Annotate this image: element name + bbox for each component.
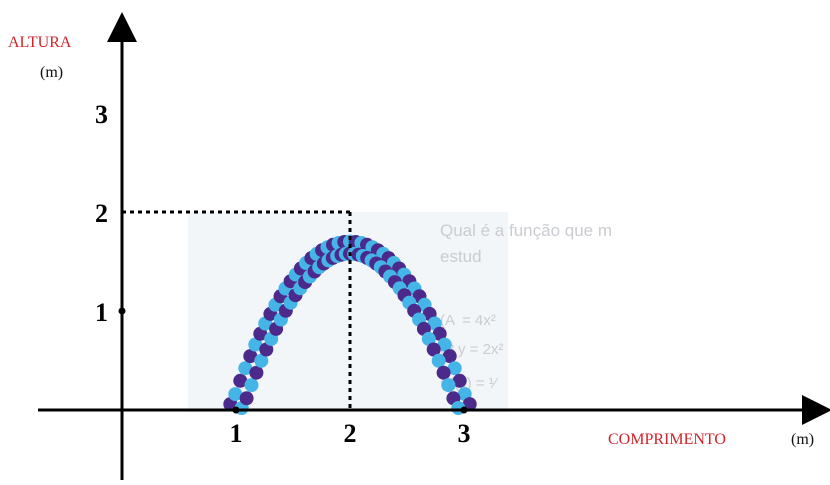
y-axis-unit: (m) bbox=[40, 64, 64, 81]
bead bbox=[437, 337, 452, 352]
bead bbox=[244, 378, 259, 393]
bead bbox=[233, 373, 248, 388]
vertex-guides bbox=[122, 210, 352, 410]
bead bbox=[228, 387, 243, 402]
bead bbox=[441, 378, 456, 393]
x-tick-dot bbox=[232, 406, 240, 414]
x-tick-label: 1 bbox=[230, 419, 243, 448]
x-tick-dot bbox=[460, 406, 468, 414]
y-tick-label: 1 bbox=[95, 298, 108, 327]
y-axis-label: ALTURA bbox=[8, 34, 72, 51]
bead bbox=[249, 365, 264, 380]
background-text-line: estud bbox=[440, 247, 482, 266]
x-tick-label: 3 bbox=[458, 419, 471, 448]
bead bbox=[238, 361, 253, 376]
bead bbox=[259, 342, 274, 357]
bead bbox=[239, 391, 254, 406]
bead bbox=[248, 337, 263, 352]
bead bbox=[436, 365, 451, 380]
bead bbox=[426, 342, 441, 357]
background-text-line: = 4x² bbox=[462, 312, 496, 329]
axis-ticks: 1 2 3 1 2 3 bbox=[95, 100, 471, 448]
x-axis-unit: (m) bbox=[791, 431, 815, 448]
bead bbox=[432, 326, 447, 341]
bead bbox=[452, 373, 467, 388]
bead bbox=[254, 353, 269, 368]
y-tick-label: 3 bbox=[95, 100, 108, 129]
bead bbox=[447, 361, 462, 376]
bead bbox=[431, 353, 446, 368]
x-tick-label: 2 bbox=[344, 419, 357, 448]
x-axis-label: COMPRIMENTO bbox=[608, 431, 726, 448]
bead bbox=[421, 331, 436, 346]
y-tick-label: 2 bbox=[95, 199, 108, 228]
bead bbox=[243, 349, 258, 364]
background-text-line: y = 2x² bbox=[458, 341, 503, 358]
y-tick-dot bbox=[118, 307, 126, 315]
background-text-line: Qual é a função que m bbox=[440, 221, 612, 240]
bead-curve bbox=[223, 234, 477, 415]
background-text-line: (A bbox=[440, 312, 455, 329]
bead bbox=[442, 349, 457, 364]
